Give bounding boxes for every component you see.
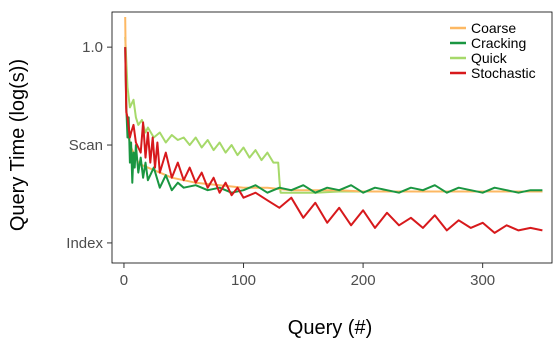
y-tick-label: 1.0: [82, 39, 103, 56]
series-layer: [124, 16, 543, 234]
plot-border: [111, 11, 553, 264]
legend-label: Quick: [471, 50, 508, 66]
x-axis: 0 100 200 300: [120, 263, 495, 289]
y-axis-title: Query Time (log(s)): [7, 59, 29, 231]
x-tick-label: 200: [351, 272, 376, 289]
x-tick-label: 300: [470, 272, 495, 289]
y-tick-label: Scan: [69, 137, 103, 154]
x-tick-label: 100: [231, 272, 256, 289]
y-axis: Index Scan 1.0: [66, 39, 112, 252]
y-tick-label: Index: [66, 235, 103, 252]
plot-area: [111, 11, 553, 264]
series-line-cracking: [124, 47, 543, 194]
x-axis-title: Query (#): [288, 317, 372, 339]
legend-label: Coarse: [471, 20, 516, 36]
series-line-stochastic: [124, 47, 543, 234]
legend-label: Cracking: [471, 35, 526, 51]
x-tick-label: 0: [120, 272, 128, 289]
legend-label: Stochastic: [471, 65, 536, 81]
